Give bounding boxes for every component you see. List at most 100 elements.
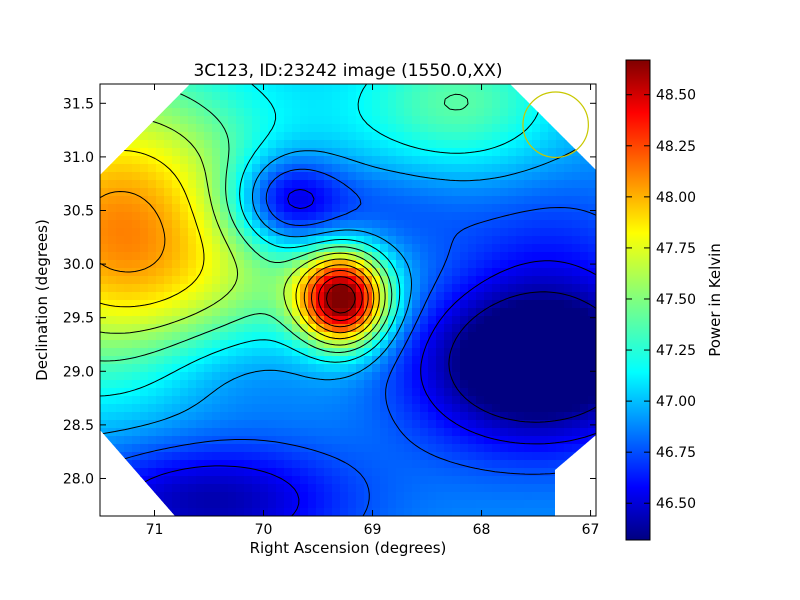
- heat-cell: [428, 132, 437, 141]
- heat-cell: [316, 324, 325, 333]
- heat-cell: [156, 292, 165, 301]
- heat-cell: [500, 116, 509, 125]
- heat-cell: [492, 172, 501, 181]
- heat-cell: [452, 140, 461, 149]
- heat-cell: [476, 124, 485, 133]
- heat-cell: [364, 316, 373, 325]
- heat-cell: [228, 380, 237, 389]
- heat-cell: [460, 436, 469, 445]
- heat-cell: [132, 284, 141, 293]
- heat-cell: [516, 388, 525, 397]
- heat-cell: [276, 372, 285, 381]
- heat-cell: [292, 492, 301, 501]
- heat-cell: [508, 300, 517, 309]
- heat-cell: [236, 500, 245, 509]
- heat-cell: [180, 188, 189, 197]
- heat-cell: [228, 100, 237, 109]
- heat-cell: [244, 204, 253, 213]
- heat-cell: [508, 420, 517, 429]
- heat-cell: [196, 348, 205, 357]
- heat-cell: [196, 380, 205, 389]
- heat-cell: [188, 284, 197, 293]
- heat-cell: [220, 404, 229, 413]
- heat-cell: [508, 156, 517, 165]
- heat-cell: [452, 212, 461, 221]
- heat-cell: [284, 364, 293, 373]
- heat-cell: [284, 212, 293, 221]
- heat-cell: [564, 452, 573, 461]
- heat-cell: [356, 340, 365, 349]
- heat-cell: [388, 180, 397, 189]
- heat-cell: [356, 140, 365, 149]
- heat-cell: [284, 484, 293, 493]
- heat-cell: [228, 140, 237, 149]
- heat-cell: [252, 356, 261, 365]
- heat-cell: [532, 140, 541, 149]
- heat-cell: [196, 236, 205, 245]
- heat-cell: [468, 412, 477, 421]
- heat-cell: [276, 476, 285, 485]
- heat-cell: [404, 388, 413, 397]
- heat-cell: [188, 452, 197, 461]
- heat-cell: [244, 444, 253, 453]
- heat-cell: [380, 196, 389, 205]
- heat-cell: [196, 372, 205, 381]
- heat-cell: [196, 148, 205, 157]
- heat-cell: [252, 508, 261, 516]
- heat-cell: [364, 364, 373, 373]
- heat-cell: [396, 220, 405, 229]
- heat-cell: [588, 404, 596, 413]
- heat-cell: [524, 180, 533, 189]
- heat-cell: [588, 188, 596, 197]
- heat-cell: [436, 468, 445, 477]
- heat-cell: [196, 340, 205, 349]
- heat-cell: [436, 204, 445, 213]
- heat-cell: [332, 428, 341, 437]
- heat-cell: [188, 108, 197, 117]
- heat-cell: [188, 436, 197, 445]
- heat-cell: [220, 204, 229, 213]
- heat-cell: [364, 412, 373, 421]
- heat-cell: [540, 372, 549, 381]
- heat-cell: [460, 444, 469, 453]
- heat-cell: [212, 228, 221, 237]
- heat-cell: [380, 100, 389, 109]
- heat-cell: [564, 244, 573, 253]
- heat-cell: [356, 124, 365, 133]
- heat-cell: [172, 404, 181, 413]
- contour-line: [311, 269, 369, 328]
- heat-cell: [508, 148, 517, 157]
- heat-cell: [524, 412, 533, 421]
- heat-cell: [292, 84, 301, 93]
- heat-cell: [220, 444, 229, 453]
- heat-cell: [420, 188, 429, 197]
- heat-cell: [188, 172, 197, 181]
- heat-cell: [556, 436, 565, 445]
- heat-cell: [332, 484, 341, 493]
- heat-cell: [436, 220, 445, 229]
- heat-cell: [468, 364, 477, 373]
- heat-cell: [372, 508, 381, 516]
- heat-cell: [316, 380, 325, 389]
- heat-cell: [220, 484, 229, 493]
- heat-cell: [492, 500, 501, 509]
- heat-cell: [476, 468, 485, 477]
- heat-cell: [332, 420, 341, 429]
- heat-cell: [196, 164, 205, 173]
- heat-cell: [388, 204, 397, 213]
- heat-cell: [380, 116, 389, 125]
- heat-cell: [220, 412, 229, 421]
- heat-cell: [388, 100, 397, 109]
- heat-cell: [388, 356, 397, 365]
- heat-cell: [348, 148, 357, 157]
- heat-cell: [412, 412, 421, 421]
- heat-cell: [532, 196, 541, 205]
- heat-cell: [404, 236, 413, 245]
- heat-cell: [484, 324, 493, 333]
- heat-cell: [340, 228, 349, 237]
- heat-cell: [540, 476, 549, 485]
- heat-cell: [556, 188, 565, 197]
- heat-cell: [588, 324, 596, 333]
- heat-cell: [348, 132, 357, 141]
- heat-cell: [220, 156, 229, 165]
